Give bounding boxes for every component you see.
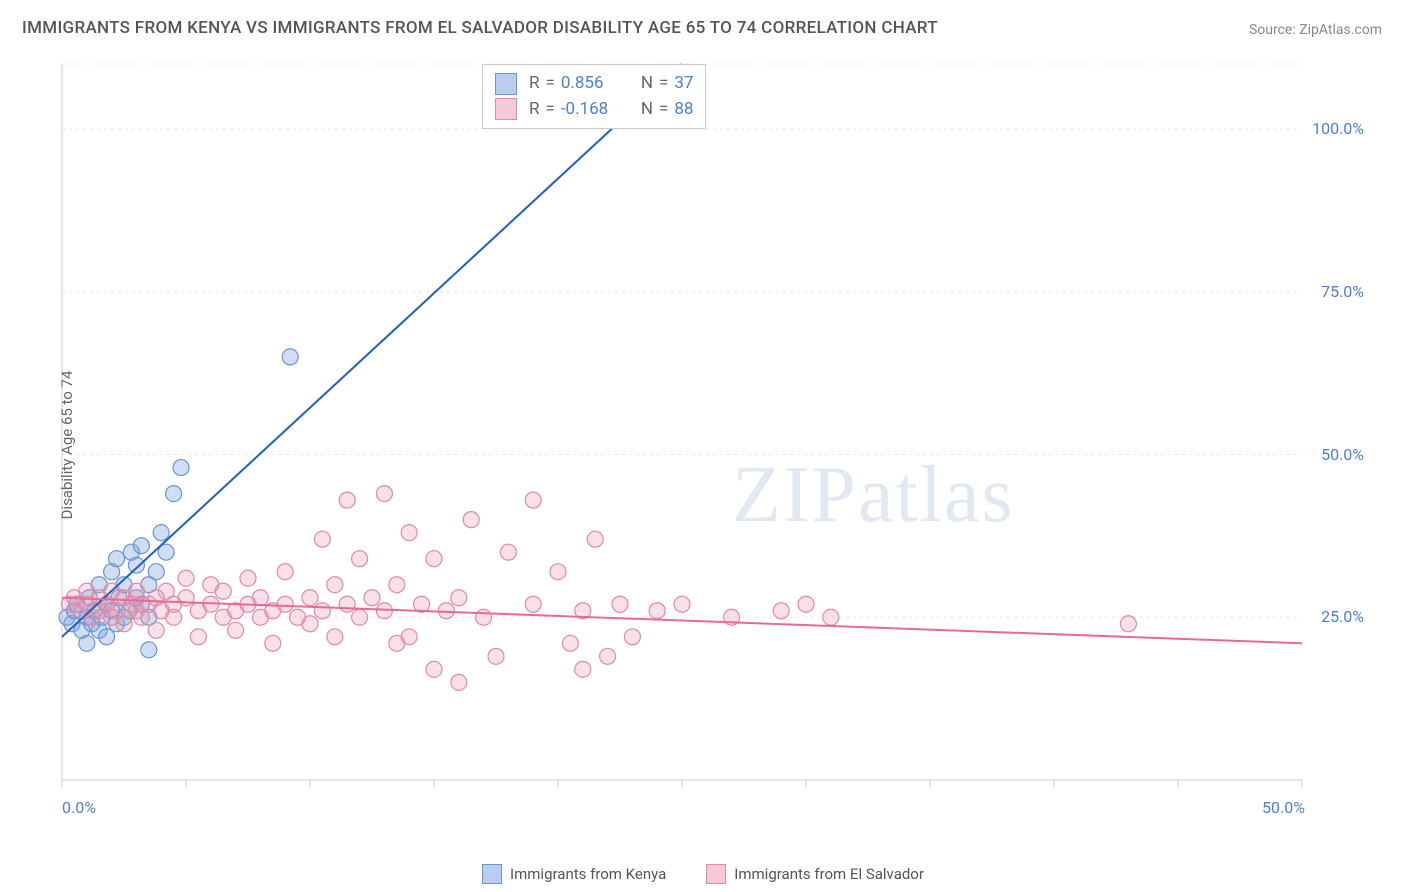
data-point-elsalvador	[426, 661, 442, 677]
data-point-elsalvador	[798, 596, 814, 612]
data-point-elsalvador	[352, 609, 368, 625]
data-point-elsalvador	[265, 635, 281, 651]
stats-eq: =	[545, 71, 554, 97]
data-point-elsalvador	[773, 603, 789, 619]
legend-label: Immigrants from Kenya	[510, 865, 666, 883]
y-tick-label: 100.0%	[1312, 119, 1364, 138]
data-point-elsalvador	[215, 583, 231, 599]
data-point-elsalvador	[314, 603, 330, 619]
stats-swatch	[495, 73, 517, 95]
data-point-elsalvador	[674, 596, 690, 612]
stats-R-label: R	[529, 97, 539, 123]
data-point-kenya	[128, 557, 144, 573]
stats-eq: =	[659, 97, 668, 123]
data-point-elsalvador	[339, 596, 355, 612]
data-point-elsalvador	[488, 648, 504, 664]
legend-swatch	[706, 864, 726, 884]
y-tick-label: 75.0%	[1321, 282, 1364, 301]
data-point-elsalvador	[463, 512, 479, 528]
data-point-elsalvador	[240, 570, 256, 586]
data-point-elsalvador	[401, 629, 417, 645]
stats-N-label: N	[641, 71, 653, 97]
data-point-elsalvador	[228, 622, 244, 638]
data-point-kenya	[141, 642, 157, 658]
source-label: Source:	[1249, 22, 1299, 38]
stats-eq: =	[545, 97, 554, 123]
data-point-elsalvador	[302, 616, 318, 632]
data-point-elsalvador	[562, 635, 578, 651]
stats-N-value: 37	[674, 71, 693, 97]
data-point-elsalvador	[339, 492, 355, 508]
data-point-elsalvador	[128, 583, 144, 599]
data-point-elsalvador	[314, 531, 330, 547]
data-point-elsalvador	[327, 577, 343, 593]
data-point-elsalvador	[476, 609, 492, 625]
data-point-kenya	[166, 486, 182, 502]
data-point-elsalvador	[352, 551, 368, 567]
data-point-elsalvador	[426, 551, 442, 567]
data-point-kenya	[79, 635, 95, 651]
data-point-elsalvador	[252, 590, 268, 606]
data-point-elsalvador	[178, 570, 194, 586]
legend-item-elsalvador: Immigrants from El Salvador	[706, 864, 924, 884]
legend-item-kenya: Immigrants from Kenya	[482, 864, 666, 884]
data-point-kenya	[109, 551, 125, 567]
data-point-elsalvador	[148, 622, 164, 638]
source-name: ZipAtlas.com	[1299, 22, 1382, 38]
trend-line-kenya	[62, 64, 682, 637]
data-point-elsalvador	[401, 525, 417, 541]
data-point-elsalvador	[116, 616, 132, 632]
data-point-kenya	[133, 538, 149, 554]
data-point-elsalvador	[277, 564, 293, 580]
data-point-elsalvador	[451, 590, 467, 606]
data-point-elsalvador	[525, 596, 541, 612]
legend: Immigrants from Kenya Immigrants from El …	[482, 864, 924, 884]
data-point-kenya	[282, 349, 298, 365]
data-point-kenya	[148, 564, 164, 580]
chart-area: Disability Age 65 to 74 ZIPatlas R = 0.8…	[52, 60, 1372, 830]
data-point-elsalvador	[612, 596, 628, 612]
stats-R-value: 0.856	[561, 71, 623, 97]
stats-row-kenya: R = 0.856 N = 37	[495, 71, 693, 97]
data-point-elsalvador	[1120, 616, 1136, 632]
stats-R-label: R	[529, 71, 539, 97]
stats-R-value: -0.168	[561, 97, 623, 123]
data-point-kenya	[153, 525, 169, 541]
data-point-elsalvador	[575, 661, 591, 677]
data-point-elsalvador	[550, 564, 566, 580]
stats-swatch	[495, 98, 517, 120]
y-tick-label: 50.0%	[1321, 445, 1364, 464]
x-tick-label: 0.0%	[62, 798, 96, 817]
data-point-elsalvador	[525, 492, 541, 508]
y-axis-label: Disability Age 65 to 74	[58, 371, 76, 520]
stats-N-value: 88	[674, 97, 693, 123]
data-point-elsalvador	[364, 590, 380, 606]
data-point-elsalvador	[649, 603, 665, 619]
data-point-elsalvador	[277, 596, 293, 612]
data-point-elsalvador	[500, 544, 516, 560]
data-point-kenya	[173, 460, 189, 476]
data-point-elsalvador	[389, 577, 405, 593]
data-point-elsalvador	[600, 648, 616, 664]
data-point-elsalvador	[451, 674, 467, 690]
stats-N-label: N	[641, 97, 653, 123]
stats-eq: =	[659, 71, 668, 97]
scatter-plot	[52, 60, 1372, 830]
data-point-elsalvador	[823, 609, 839, 625]
chart-title: IMMIGRANTS FROM KENYA VS IMMIGRANTS FROM…	[22, 18, 938, 38]
data-point-elsalvador	[302, 590, 318, 606]
legend-swatch	[482, 864, 502, 884]
x-tick-label: 50.0%	[1262, 798, 1305, 817]
source-attribution: Source: ZipAtlas.com	[1249, 22, 1382, 38]
data-point-elsalvador	[190, 629, 206, 645]
data-point-elsalvador	[587, 531, 603, 547]
y-tick-label: 25.0%	[1321, 607, 1364, 626]
data-point-elsalvador	[327, 629, 343, 645]
legend-label: Immigrants from El Salvador	[734, 865, 924, 883]
data-point-elsalvador	[376, 486, 392, 502]
data-point-elsalvador	[624, 629, 640, 645]
stats-row-elsalvador: R = -0.168 N = 88	[495, 97, 693, 123]
correlation-stats-box: R = 0.856 N = 37 R = -0.168 N = 88	[482, 64, 706, 129]
